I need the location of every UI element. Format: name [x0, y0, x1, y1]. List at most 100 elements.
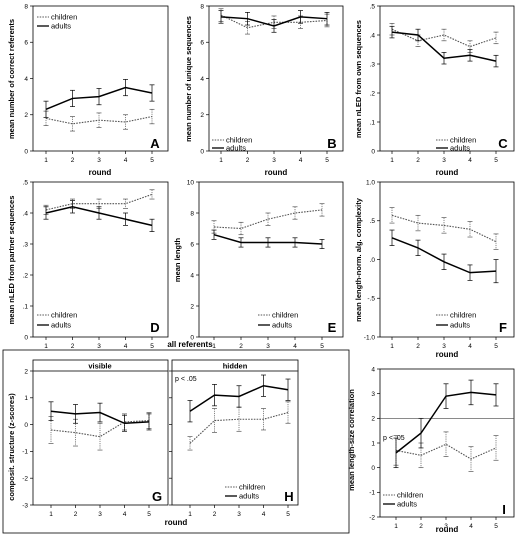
- x-tick-label: 5: [494, 343, 498, 350]
- error-bar-adults: [292, 237, 298, 248]
- panel-letter: C: [498, 136, 508, 151]
- y-tick-label: -2: [22, 476, 28, 483]
- legend-adults-label: adults: [239, 492, 259, 501]
- error-bar-adults: [146, 413, 152, 431]
- significance-annotation: p < .05: [175, 376, 197, 383]
- x-tick-label: 2: [419, 523, 423, 530]
- x-tick-label: 3: [442, 157, 446, 164]
- y-tick-label: 0: [190, 334, 194, 341]
- y-axis-label: mean length-size correlation: [347, 389, 356, 491]
- legend-adults-label: adults: [51, 22, 71, 31]
- y-axis-label: composit. structure (z-scores): [7, 393, 16, 501]
- y-tick-label: .2: [23, 272, 29, 279]
- y-tick-label: -.5: [367, 296, 375, 303]
- error-bar-children: [97, 422, 103, 451]
- x-axis-label: round: [89, 168, 112, 177]
- legend: children adults: [383, 491, 423, 509]
- error-bar-adults: [43, 100, 49, 118]
- y-tick-label: -1: [22, 449, 28, 456]
- panel-letter: H: [284, 489, 293, 504]
- error-bar-adults: [43, 206, 49, 220]
- error-bar-adults: [149, 218, 155, 232]
- y-tick-label: -1: [369, 490, 375, 497]
- error-bar-adults: [493, 259, 499, 284]
- legend: children adults: [436, 311, 476, 330]
- error-bar-adults: [261, 374, 266, 397]
- x-tick-label: 5: [286, 511, 290, 518]
- y-tick-label: 1: [24, 395, 28, 402]
- y-tick-label: .0: [370, 257, 376, 264]
- error-bar-adults: [123, 212, 128, 226]
- x-tick-label: 4: [469, 523, 473, 530]
- error-bar-adults: [70, 89, 75, 107]
- x-tick-label: 5: [147, 511, 151, 518]
- error-bar-adults: [443, 383, 449, 409]
- x-tick-label: 1: [44, 157, 48, 164]
- y-tick-label: .1: [370, 119, 376, 126]
- panel-letter: F: [499, 320, 507, 335]
- x-tick-label: 5: [320, 343, 324, 350]
- x-tick-label: 1: [390, 343, 394, 350]
- x-tick-label: 4: [123, 511, 127, 518]
- error-bar-children: [292, 206, 298, 220]
- legend-children-label: children: [239, 483, 265, 492]
- legend-children-label: children: [51, 311, 77, 320]
- x-tick-label: 1: [219, 157, 223, 164]
- y-tick-label: 0: [24, 334, 28, 341]
- panel-letter: I: [502, 502, 506, 517]
- gh-outer-frame: [2, 349, 350, 534]
- error-bar-adults: [415, 28, 421, 42]
- error-bar-children: [493, 31, 499, 45]
- panel-letter: E: [328, 320, 337, 335]
- error-bar-children: [468, 446, 474, 472]
- panel-B: mean number of unique sequences round B …: [184, 3, 344, 177]
- error-bar-children: [493, 435, 499, 461]
- plot-frame: [32, 181, 169, 338]
- legend: children adults: [225, 483, 265, 501]
- panel-letter: D: [150, 320, 159, 335]
- legend-children-label: children: [450, 136, 476, 145]
- legend: children adults: [37, 311, 77, 330]
- x-tick-label: 2: [416, 157, 420, 164]
- error-bar-adults: [238, 237, 244, 248]
- y-tick-label: 4: [24, 76, 28, 83]
- x-tick-label: 5: [494, 523, 498, 530]
- series-line-children: [391, 28, 497, 48]
- y-tick-label: 8: [24, 3, 28, 10]
- y-tick-label: 0: [371, 148, 375, 155]
- y-tick-label: 0: [24, 422, 28, 429]
- error-bar-adults: [149, 84, 155, 102]
- panel-letter: B: [327, 136, 336, 151]
- y-tick-label: 3: [371, 391, 375, 398]
- x-tick-label: 1: [212, 343, 216, 350]
- legend-adults-label: adults: [397, 500, 417, 509]
- x-tick-label: 2: [246, 157, 250, 164]
- x-tick-label: 5: [494, 157, 498, 164]
- x-tick-label: 2: [213, 511, 217, 518]
- y-tick-label: .2: [370, 90, 376, 97]
- error-bar-adults: [73, 404, 78, 424]
- x-tick-label: 4: [124, 157, 128, 164]
- legend: children adults: [436, 136, 476, 153]
- y-tick-label: 0: [24, 148, 28, 155]
- error-bar-adults: [418, 417, 424, 449]
- legend-adults-label: adults: [450, 144, 470, 153]
- y-tick-label: 6: [200, 40, 204, 47]
- legend-children-label: children: [397, 491, 423, 500]
- x-tick-label: 3: [266, 343, 270, 350]
- error-bar-adults: [271, 19, 277, 33]
- y-tick-label: .3: [23, 241, 29, 248]
- error-bar-adults: [389, 25, 395, 39]
- error-bar-children: [441, 217, 447, 234]
- y-tick-label: 6: [190, 241, 194, 248]
- x-tick-label: 4: [293, 343, 297, 350]
- legend-children-label: children: [272, 311, 298, 320]
- legend-adults-label: adults: [51, 321, 71, 330]
- x-tick-label: 4: [299, 157, 303, 164]
- all-referents-label: all referents: [167, 340, 213, 349]
- panel-C: mean nLED from own sequences round C chi…: [354, 3, 515, 177]
- panel-H: hidden p < .05 H children adults 1 2 3 4 5: [169, 359, 299, 518]
- error-bar-adults: [285, 378, 291, 401]
- error-bar-adults: [96, 88, 102, 106]
